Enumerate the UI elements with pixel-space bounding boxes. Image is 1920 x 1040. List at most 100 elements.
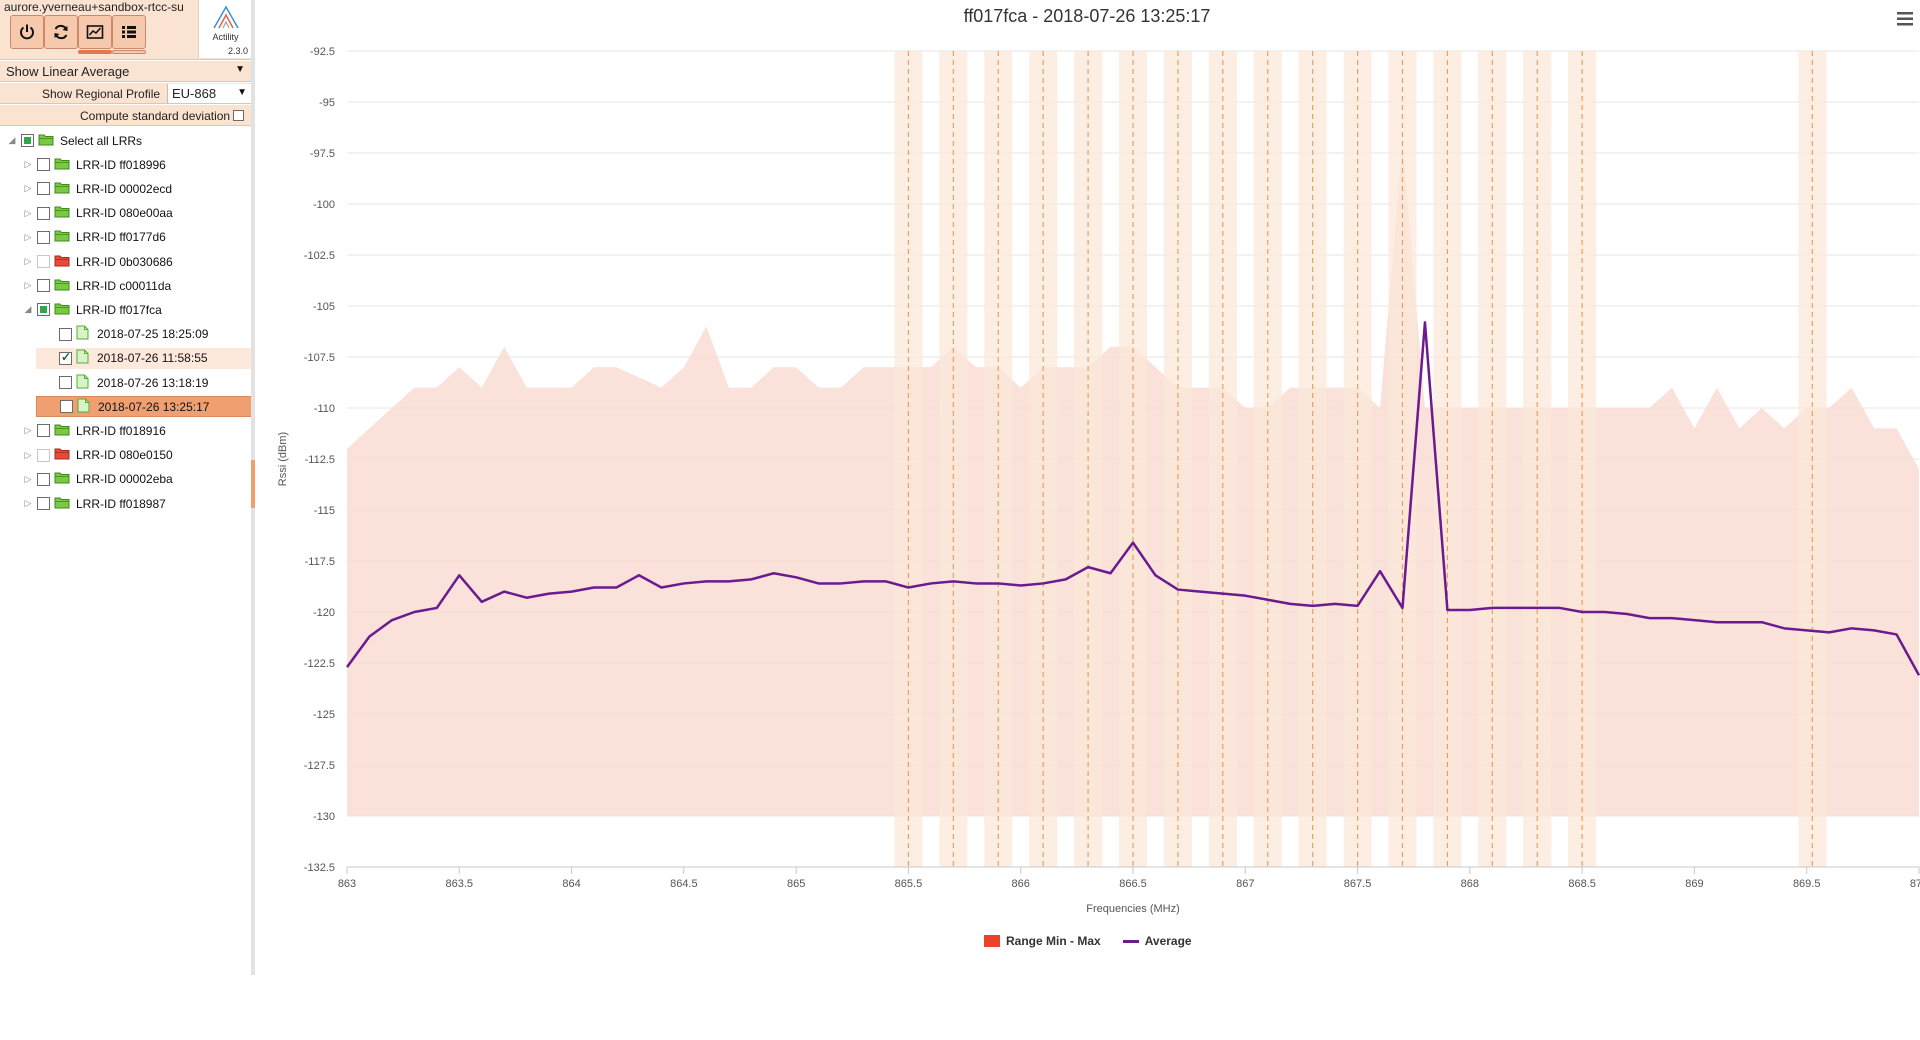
tree-snapshot[interactable]: 2018-07-26 11:58:55: [36, 347, 252, 369]
lrr-label: LRR-ID 00002eba: [76, 472, 173, 487]
sidebar-scrollbar-thumb[interactable]: [251, 460, 255, 508]
select-all-checkbox[interactable]: [21, 134, 34, 147]
lrr-checkbox[interactable]: [37, 497, 50, 510]
lrr-checkbox[interactable]: [37, 448, 50, 462]
lrr-checkbox[interactable]: [37, 158, 50, 172]
tree-item-lrr[interactable]: ▷ LRR-ID 00002ecd: [22, 178, 173, 199]
snapshot-checkbox[interactable]: [59, 327, 72, 341]
logo-text: Actility: [212, 32, 239, 42]
x-tick-label: 868.5: [1568, 878, 1596, 890]
tree-item-lrr[interactable]: ▷ LRR-ID 00002eba: [22, 469, 173, 490]
lrr-label: LRR-ID ff018916: [76, 423, 166, 438]
tree-item-lrr[interactable]: ▷ LRR-ID 080e0150: [22, 445, 173, 466]
lrr-checkbox[interactable]: [37, 206, 50, 220]
x-tick-label: 865.5: [895, 878, 923, 890]
y-tick-label: -110: [314, 403, 335, 415]
y-tick-label: -117.5: [305, 556, 335, 568]
y-tick-label: -102.5: [304, 250, 335, 262]
legend-average-label[interactable]: Average: [1144, 934, 1192, 948]
folder-icon: [54, 157, 76, 173]
list-view-indicator: [112, 50, 146, 54]
tree-snapshot[interactable]: 2018-07-25 18:25:09: [56, 324, 208, 345]
legend-range-swatch[interactable]: [984, 935, 1000, 947]
regional-profile-row: Show Regional Profile EU-868 ▼: [0, 83, 251, 104]
tree-item-lrr[interactable]: ◢ LRR-ID ff017fca: [22, 299, 162, 320]
collapsed-arrow-icon[interactable]: ▷: [24, 183, 32, 194]
snapshot-checkbox[interactable]: [59, 376, 72, 389]
tree-item-lrr[interactable]: ▷ LRR-ID ff0177d6: [22, 227, 166, 248]
logo: Actility 2.3.0: [198, 0, 251, 58]
collapsed-arrow-icon[interactable]: ▷: [24, 473, 32, 484]
lrr-checkbox[interactable]: [37, 279, 50, 293]
snapshot-checkbox[interactable]: [59, 350, 72, 365]
lrr-label: LRR-ID ff018987: [76, 496, 166, 511]
lrr-checkbox[interactable]: [37, 472, 50, 486]
tree-select-all[interactable]: ◢ Select all LRRs: [6, 130, 143, 151]
collapsed-arrow-icon[interactable]: ▷: [24, 498, 32, 508]
display-mode-select[interactable]: Show Linear Average ▼: [0, 61, 251, 82]
folder-icon: [38, 133, 60, 149]
tree-snapshot[interactable]: 2018-07-26 13:18:19: [56, 372, 208, 393]
collapsed-arrow-icon[interactable]: ▷: [24, 231, 32, 242]
tree-item-lrr[interactable]: ▷ LRR-ID ff018987: [22, 493, 166, 514]
tree-snapshot-selected[interactable]: 2018-07-26 13:25:17: [36, 396, 252, 418]
x-tick-label: 867: [1236, 878, 1254, 890]
y-tick-label: -95: [319, 97, 335, 109]
folder-icon: [54, 496, 76, 512]
average-line: [345, 321, 1920, 676]
x-tick-label: 869.5: [1793, 878, 1821, 890]
menu-icon[interactable]: [1896, 11, 1914, 27]
tree-item-lrr[interactable]: ▷ LRR-ID 0b030686: [22, 251, 173, 272]
regional-profile-select[interactable]: EU-868 ▼: [167, 84, 251, 103]
expanded-arrow-icon[interactable]: ◢: [24, 304, 32, 315]
folder-icon: [54, 423, 76, 439]
list-view-button[interactable]: [112, 15, 146, 49]
std-dev-checkbox[interactable]: [233, 110, 244, 121]
x-tick-label: 864: [562, 878, 580, 890]
collapsed-arrow-icon[interactable]: ▷: [24, 207, 32, 218]
collapsed-arrow-icon[interactable]: ▷: [24, 159, 32, 170]
lrr-checkbox[interactable]: [37, 182, 50, 196]
collapsed-arrow-icon[interactable]: ▷: [24, 256, 32, 266]
x-tick-label: 867.5: [1344, 878, 1372, 890]
tree-item-lrr[interactable]: ▷ LRR-ID ff018996: [22, 154, 166, 175]
lrr-label: LRR-ID ff017fca: [76, 302, 162, 317]
collapsed-arrow-icon[interactable]: ▷: [24, 449, 32, 460]
folder-icon: [54, 278, 76, 294]
select-all-label: Select all LRRs: [60, 133, 143, 148]
legend-average-swatch[interactable]: [1122, 939, 1139, 943]
expanded-arrow-icon[interactable]: ◢: [8, 135, 16, 145]
tree-item-lrr[interactable]: ▷ LRR-ID ff018916: [22, 420, 166, 441]
x-axis-title: Frequencies (MHz): [1086, 903, 1180, 915]
snapshot-label: 2018-07-26 13:25:17: [98, 399, 210, 414]
lrr-checkbox[interactable]: [37, 424, 50, 438]
version-label: 2.3.0: [227, 46, 248, 56]
document-icon: [76, 325, 97, 343]
chart-view-button[interactable]: [78, 15, 112, 49]
snapshot-label: 2018-07-26 11:58:55: [97, 351, 208, 366]
lrr-label: LRR-ID 080e00aa: [76, 206, 173, 221]
power-button[interactable]: [10, 15, 44, 49]
lrr-checkbox[interactable]: [37, 230, 50, 244]
legend-range-label[interactable]: Range Min - Max: [1006, 934, 1101, 948]
tree-item-lrr[interactable]: ▷ LRR-ID c00011da: [22, 275, 172, 296]
y-tick-label: -122.5: [304, 658, 335, 670]
x-tick-label: 866: [1012, 878, 1030, 890]
y-tick-label: -97.5: [310, 148, 335, 160]
lrr-checkbox[interactable]: [37, 303, 50, 317]
plot-area: 863 863.5 864 864.5 865 865.5 866 866.5 867 867.5…: [277, 46, 1920, 915]
collapsed-arrow-icon[interactable]: ▷: [24, 425, 32, 436]
folder-red-icon: [54, 447, 76, 463]
y-tick-label: -107.5: [304, 352, 335, 364]
lrr-label: LRR-ID ff018996: [76, 157, 166, 172]
lrr-checkbox[interactable]: [37, 255, 50, 268]
tree-item-lrr[interactable]: ▷ LRR-ID 080e00aa: [22, 203, 173, 224]
chart-view-active-indicator: [78, 50, 112, 54]
snapshot-checkbox[interactable]: [60, 400, 73, 414]
y-tick-label: -105: [313, 301, 335, 313]
folder-red-icon: [54, 254, 76, 270]
lrr-label: LRR-ID c00011da: [76, 278, 172, 293]
collapsed-arrow-icon[interactable]: ▷: [24, 280, 32, 291]
refresh-button[interactable]: [44, 15, 78, 49]
regional-profile-label: Show Regional Profile: [42, 87, 161, 101]
